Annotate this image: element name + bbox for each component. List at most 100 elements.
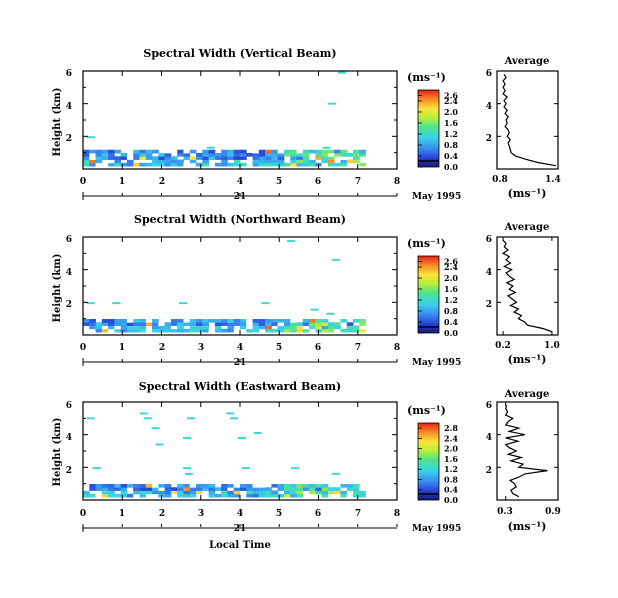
heatmap-cell xyxy=(145,487,153,491)
heatmap-cell xyxy=(177,159,184,164)
heatmap-cell xyxy=(296,162,304,167)
heatmap-cell xyxy=(158,159,166,164)
heatmap-cell xyxy=(120,162,128,167)
heatmap-cell xyxy=(208,493,216,498)
heatmap-cell xyxy=(227,328,235,333)
heatmap-cell xyxy=(252,325,260,330)
heatmap-cell xyxy=(277,152,285,157)
heatmap-cell xyxy=(327,487,335,491)
y-axis-label: Height (km) xyxy=(52,88,63,157)
colorbar-tick-label: 0.8 xyxy=(444,306,458,316)
average-profile-line xyxy=(504,405,548,498)
heatmap-cell xyxy=(346,493,354,498)
heatmap-cell xyxy=(101,322,109,326)
heatmap-cell xyxy=(315,483,323,488)
heatmap-cell xyxy=(359,162,366,167)
heatmap-cell xyxy=(271,328,279,333)
heatmap-cell xyxy=(327,156,335,160)
heatmap-cell xyxy=(139,325,147,330)
heatmap-cell xyxy=(302,325,310,330)
heatmap-cell xyxy=(283,162,291,167)
heatmap-cell xyxy=(95,493,103,498)
heatmap-cell xyxy=(321,325,329,330)
inset-x-label: (ms⁻¹) xyxy=(508,353,547,366)
heatmap-cell xyxy=(145,483,153,488)
heatmap-cell xyxy=(114,483,122,488)
x-tick-label: 1 xyxy=(119,177,125,187)
heatmap-cell xyxy=(92,467,101,470)
heatmap-cell xyxy=(353,328,360,333)
heatmap-cell xyxy=(240,162,247,167)
heatmap-cell xyxy=(145,318,153,323)
heatmap-cell xyxy=(221,490,228,495)
inset-x-tick-label: 0.3 xyxy=(497,507,513,517)
heatmap-cell xyxy=(265,152,272,157)
heatmap-cell xyxy=(334,325,341,330)
heatmap-cell xyxy=(240,156,247,160)
heatmap-cell xyxy=(164,149,172,154)
heatmap-cell xyxy=(346,483,354,488)
heatmap-cell xyxy=(164,328,172,333)
heatmap-cell xyxy=(277,159,285,164)
heatmap-cell xyxy=(258,152,266,157)
heatmap-cell xyxy=(95,152,103,157)
heatmap-cell xyxy=(89,156,96,160)
heatmap-cell xyxy=(152,159,159,164)
heatmap-cell xyxy=(164,490,172,495)
colorbar-unit: (ms⁻¹) xyxy=(407,71,446,84)
heatmap-cell xyxy=(101,325,109,330)
heatmap-cell xyxy=(227,149,235,154)
heatmap-cell xyxy=(164,487,172,491)
heatmap-cell xyxy=(170,159,178,164)
heatmap-cell xyxy=(152,490,159,495)
heatmap-cell xyxy=(296,493,304,498)
x-tick-label: 4 xyxy=(237,509,243,519)
colorbar-tick-label: 2.4 xyxy=(444,262,458,272)
heatmap-cell xyxy=(126,159,134,164)
heatmap-cell xyxy=(189,162,197,167)
x-tick-label: 8 xyxy=(394,343,400,353)
heatmap-cell xyxy=(221,159,228,164)
heatmap-cell xyxy=(315,152,323,157)
inset-y-tick-label: 6 xyxy=(486,235,492,245)
heatmap-cell xyxy=(189,159,197,164)
heatmap-cell xyxy=(258,149,266,154)
inset-x-label: (ms⁻¹) xyxy=(508,187,547,200)
heatmap-cell xyxy=(158,490,166,495)
heatmap-cell xyxy=(221,152,228,157)
inset-average: Average 0.3 0.9 2 4 6 (ms⁻¹) xyxy=(486,389,561,533)
x-tick-label: 6 xyxy=(315,509,321,519)
y-axis-label: Height (km) xyxy=(52,254,63,323)
heatmap-cell xyxy=(277,156,285,160)
heatmap-cell xyxy=(139,328,147,333)
heatmap-cell xyxy=(133,483,140,488)
date-day-label: 21 xyxy=(234,192,247,202)
heatmap-cell xyxy=(290,156,297,160)
x-tick-label: 7 xyxy=(355,177,361,187)
heatmap-cell xyxy=(252,487,260,491)
heatmap-cell xyxy=(340,152,348,157)
heatmap-cell xyxy=(338,71,347,74)
heatmap-cell xyxy=(126,487,134,491)
heatmap-cell xyxy=(133,152,140,157)
inset-y-tick-label: 4 xyxy=(486,433,492,443)
heatmap-cell xyxy=(246,483,253,488)
heatmap-cell xyxy=(120,152,128,157)
heatmap-cell xyxy=(152,493,159,498)
heatmap-cell xyxy=(340,483,348,488)
heatmap-cell xyxy=(139,483,147,488)
colorbar: (ms⁻¹) xyxy=(407,237,446,334)
heatmap-cell xyxy=(277,493,285,498)
heatmap-cell xyxy=(114,325,122,330)
date-axis: 21 May 1995 xyxy=(82,192,461,202)
average-profile-line xyxy=(501,239,553,333)
heatmap-cell xyxy=(302,328,310,333)
heatmap-cell xyxy=(101,162,109,167)
heatmap-cell xyxy=(334,149,341,154)
x-tick-labels: 0 1 2 3 4 5 6 7 8 xyxy=(80,509,400,519)
heatmap-cell xyxy=(315,490,323,495)
heatmap-cell xyxy=(353,149,360,154)
heatmap-cell xyxy=(196,490,203,495)
inset-x-tick-label: 1.4 xyxy=(545,175,561,185)
heatmap-cell xyxy=(183,328,191,333)
